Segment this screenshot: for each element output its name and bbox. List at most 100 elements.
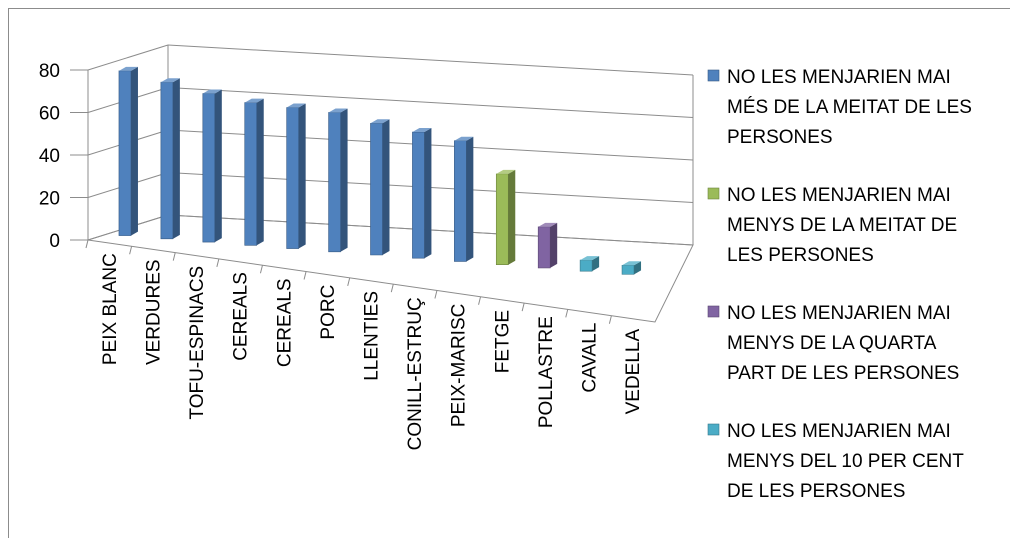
bar-front xyxy=(286,107,299,249)
legend-label: NO LES MENJARIEN MAI xyxy=(727,421,951,442)
bar-front xyxy=(495,173,509,265)
x-tick xyxy=(259,265,263,274)
bar xyxy=(118,66,138,236)
x-category-label: POLLASTRE xyxy=(536,316,557,428)
bar-front xyxy=(160,81,174,240)
bar-top xyxy=(412,128,432,133)
legend-swatch xyxy=(707,305,720,318)
bar-side xyxy=(592,256,600,272)
legend-label: NO LES MENJARIEN MAI xyxy=(727,303,951,324)
bar-top xyxy=(538,222,558,227)
bar-side xyxy=(214,89,222,243)
x-tick xyxy=(608,315,612,324)
x-tick xyxy=(85,239,89,249)
x-category-label: CONILL-ESTRUÇ xyxy=(405,297,426,450)
x-category-label: VERDURES xyxy=(143,259,164,365)
y-tick-label: 0 xyxy=(49,231,60,252)
x-category-label: CAVALL xyxy=(580,323,601,393)
legend-label: MENYS DE LA QUARTA xyxy=(727,333,937,354)
bar-top xyxy=(370,119,390,124)
legend-swatch xyxy=(707,423,720,436)
bar xyxy=(160,78,180,240)
legend-label: PART DE LES PERSONES xyxy=(727,363,959,384)
x-category-label: PEIX BLANC xyxy=(100,253,121,365)
gridline xyxy=(167,87,694,118)
x-category-label: PEIX-MARISC xyxy=(449,304,470,428)
bar xyxy=(537,222,558,269)
bar xyxy=(328,108,348,253)
legend: NO LES MENJARIEN MAI MÉS DE LA MEITAT DE … xyxy=(707,67,972,502)
bar-side xyxy=(382,119,390,255)
y-tick-label: 80 xyxy=(39,61,60,82)
bar-front xyxy=(579,259,593,272)
gridline xyxy=(167,44,694,76)
bar-front xyxy=(621,264,635,275)
legend-item: NO LES MENJARIEN MAI MENYS DE LA QUARTA PA… xyxy=(707,303,959,384)
bar-front xyxy=(328,112,341,253)
bar xyxy=(621,261,642,275)
x-category-label: CEREALS xyxy=(231,272,252,361)
bar xyxy=(370,119,390,256)
bar xyxy=(244,98,264,246)
bar xyxy=(412,128,432,259)
y-tick-label: 20 xyxy=(39,189,60,210)
bar xyxy=(495,169,516,265)
bar-front xyxy=(244,102,258,246)
bar-front xyxy=(370,123,383,256)
gridline-side xyxy=(87,44,169,71)
legend-item: NO LES MENJARIEN MAI MÉS DE LA MEITAT DE … xyxy=(707,67,972,148)
x-tick xyxy=(521,302,525,312)
bar-side xyxy=(466,136,474,262)
x-tick xyxy=(129,246,133,255)
bar xyxy=(286,103,306,249)
x-category-label: LLENTIES xyxy=(362,291,383,381)
bar xyxy=(202,89,222,243)
x-category-label: CEREALS xyxy=(274,278,295,367)
bar-side xyxy=(634,261,642,275)
y-tick-label: 40 xyxy=(39,146,60,167)
bar-front xyxy=(454,140,467,262)
legend-label: DE LES PERSONES xyxy=(727,481,905,502)
x-tick xyxy=(565,309,569,318)
bar-top xyxy=(286,103,306,108)
bar-side xyxy=(130,66,138,236)
x-tick xyxy=(434,290,438,299)
bar-front xyxy=(412,131,425,259)
bar-side xyxy=(256,98,264,246)
bars xyxy=(118,66,642,275)
legend-label: MÉS DE LA MEITAT DE LES xyxy=(727,97,972,118)
x-category-label: FETGE xyxy=(492,310,513,373)
x-tick xyxy=(390,284,394,293)
bar-top xyxy=(580,256,600,261)
bar-top xyxy=(160,78,180,83)
legend-item: NO LES MENJARIEN MAI MENYS DEL 10 PER CEN… xyxy=(707,421,964,502)
bar xyxy=(579,256,600,272)
x-category-label: VEDELLA xyxy=(623,329,644,415)
bar-top xyxy=(244,98,264,103)
x-tick xyxy=(172,252,176,261)
x-category-label: PORC xyxy=(318,285,339,340)
legend-label: LES PERSONES xyxy=(727,245,874,266)
y-tick-label: 60 xyxy=(39,104,60,125)
bar-top xyxy=(118,66,138,71)
bar-side xyxy=(340,108,348,252)
legend-item: NO LES MENJARIEN MAI MENYS DE LA MEITAT D… xyxy=(707,185,957,266)
bar-side xyxy=(424,128,432,259)
legend-label: MENYS DE LA MEITAT DE xyxy=(727,215,957,236)
bar-top xyxy=(622,261,642,266)
legend-label: NO LES MENJARIEN MAI xyxy=(727,67,951,88)
legend-label: NO LES MENJARIEN MAI xyxy=(727,185,951,206)
x-tick xyxy=(478,296,482,305)
bar-front xyxy=(202,93,216,243)
y-tick-labels: 80 60 40 20 0 xyxy=(39,61,88,252)
chart-frame xyxy=(8,8,1010,538)
x-tick xyxy=(216,258,220,268)
bar-top xyxy=(328,108,348,113)
x-tick xyxy=(347,277,351,286)
legend-swatch xyxy=(707,187,720,200)
bar-side xyxy=(508,169,516,265)
bar-front xyxy=(118,70,132,236)
bar-top xyxy=(454,136,474,141)
bar-side xyxy=(298,103,306,249)
